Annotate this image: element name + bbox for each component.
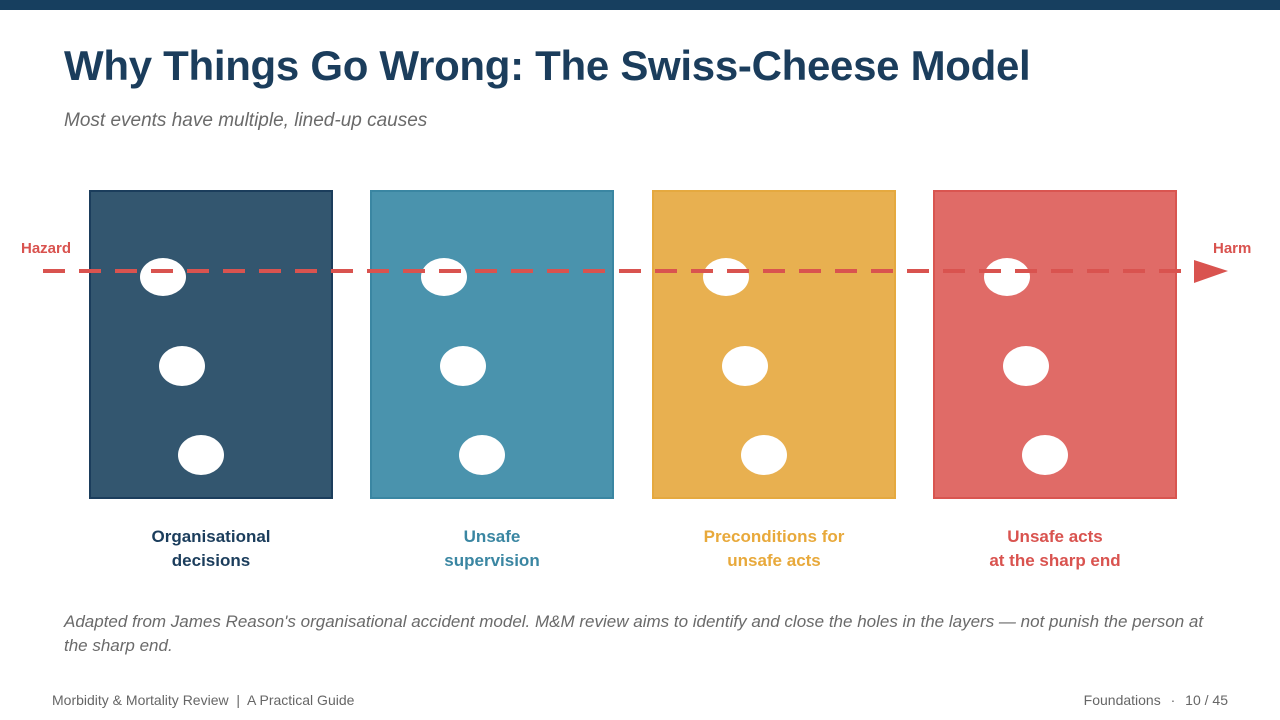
label-line-1: Preconditions for	[703, 527, 845, 546]
label-unsafe-supervision: Unsafe supervision	[370, 525, 614, 573]
layer-preconditions	[652, 190, 896, 499]
label-line-1: Unsafe	[463, 527, 521, 546]
footer-page-info: Foundations · 10 / 45	[1084, 692, 1228, 708]
hole-bottom	[741, 435, 787, 475]
hole-middle	[159, 346, 205, 386]
trajectory-arrowhead	[1194, 260, 1228, 283]
source-caption: Adapted from James Reason's organisation…	[64, 612, 1204, 655]
hole-top	[984, 258, 1030, 296]
hole-middle	[1003, 346, 1049, 386]
slide-title: Why Things Go Wrong: The Swiss-Cheese Mo…	[64, 42, 1031, 89]
hole-top	[421, 258, 467, 296]
hole-bottom	[178, 435, 224, 475]
hole-top	[703, 258, 749, 296]
label-organisational-decisions: Organisational decisions	[89, 525, 333, 573]
hole-bottom	[1022, 435, 1068, 475]
harm-label: Harm	[1213, 240, 1252, 257]
hole-bottom	[459, 435, 505, 475]
layer-organisational-decisions	[89, 190, 333, 499]
page-number: 10 / 45	[1185, 692, 1228, 708]
footer-deck-title: Morbidity & Mortality Review | A Practic…	[52, 692, 355, 708]
layer-unsafe-supervision	[370, 190, 614, 499]
label-line-2: at the sharp end	[989, 551, 1121, 570]
label-line-2: unsafe acts	[727, 551, 821, 570]
layer-unsafe-acts	[933, 190, 1177, 499]
footer-section: Foundations	[1083, 692, 1161, 708]
hole-top	[140, 258, 186, 296]
hole-middle	[440, 346, 486, 386]
label-line-2: decisions	[171, 551, 251, 570]
hazard-label: Hazard	[21, 240, 72, 257]
label-line-1: Unsafe acts	[1007, 527, 1103, 546]
footer-separator: ·	[1170, 692, 1176, 708]
slide-subtitle: Most events have multiple, lined-up caus…	[64, 110, 428, 131]
top-accent-bar	[0, 0, 1280, 10]
label-line-2: supervision	[444, 551, 540, 570]
hole-middle	[722, 346, 768, 386]
label-preconditions: Preconditions for unsafe acts	[652, 525, 896, 573]
label-unsafe-acts: Unsafe acts at the sharp end	[933, 525, 1177, 573]
label-line-1: Organisational	[151, 527, 271, 546]
